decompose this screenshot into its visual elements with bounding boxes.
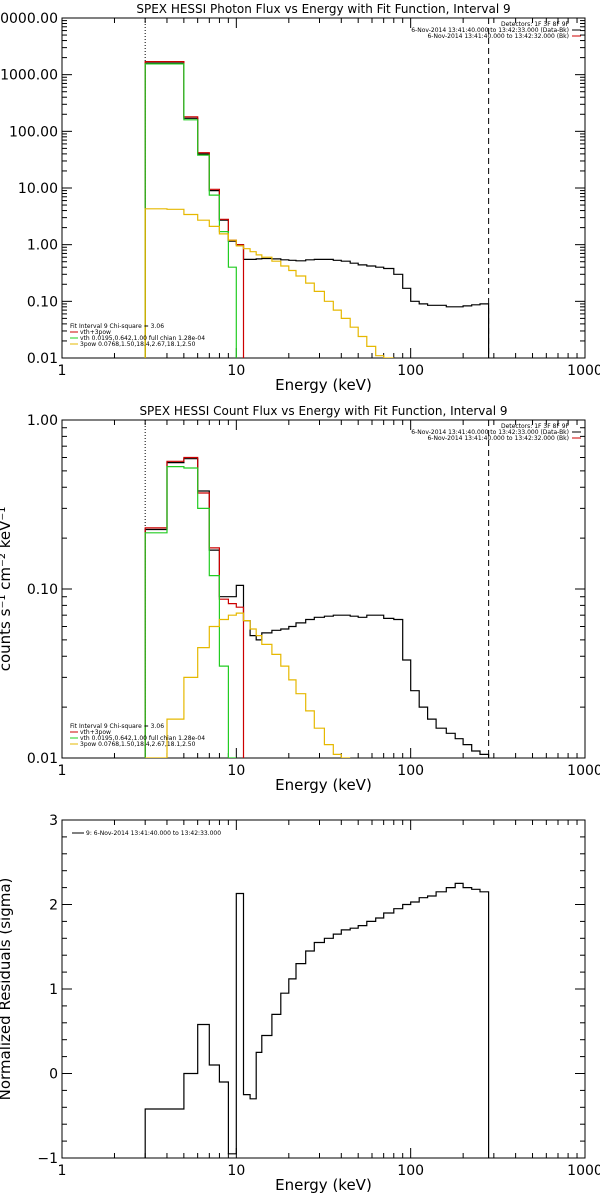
y-tick-label: 1000.00: [0, 68, 58, 84]
x-tick-label: 1: [58, 1163, 67, 1179]
series-line-3: [144, 466, 237, 758]
x-tick-label: 10: [227, 763, 245, 779]
legend-text: 6-Nov-2014 13:41:40.000 to 13:42:33.000 …: [411, 429, 569, 436]
y-tick-label: 100.00: [9, 124, 58, 140]
x-tick-label: 100: [397, 763, 424, 779]
legend-text: Detectors: 1F 3F 8F 9F: [501, 423, 570, 430]
x-tick-label: 1000: [567, 363, 600, 379]
legend-text: 6-Nov-2014 13:41:40.000 to 13:42:32.000 …: [427, 33, 569, 40]
legend-text: 3pow 0.0768,1.50,18.4,2.67,18.1,2.50: [80, 341, 196, 348]
legend-text: vth 0.0195,0.642,1.00 full chian 1.28e-0…: [80, 335, 205, 342]
y-axis-label: Normalized Residuals (sigma): [0, 878, 14, 1101]
y-tick-label: 3: [49, 813, 58, 829]
chart-title: SPEX HESSI Photon Flux vs Energy with Fi…: [136, 2, 510, 16]
legend-header: Fit Interval 9 Chi-square = 3.06: [70, 723, 164, 730]
legend-topright: Detectors: 1F 3F 8F 9F6-Nov-2014 13:41:4…: [411, 21, 581, 40]
y-axis-label: counts s⁻¹ cm⁻² keV⁻¹: [0, 507, 14, 672]
legend-text: vth 0.0195,0.642,1.00 full chian 1.28e-0…: [80, 735, 205, 742]
y-tick-label: 1: [49, 982, 58, 998]
legend-text: 6-Nov-2014 13:41:40.000 to 13:42:33.000 …: [411, 27, 569, 34]
legend-text: 6-Nov-2014 13:41:40.000 to 13:42:32.000 …: [427, 435, 569, 442]
y-tick-label: 0000.00: [0, 11, 58, 27]
chart-panel-1: SPEX HESSI Photon Flux vs Energy with Fi…: [0, 2, 600, 394]
y-tick-label: 1.00: [27, 413, 58, 429]
chart-panel-3: 1 10 100 1000 Energy (keV) −1 0 1 2 3 Normalized R…: [0, 813, 600, 1194]
y-tick-label: 10.00: [18, 181, 58, 197]
x-axis-label: Energy (keV): [275, 376, 372, 394]
legend-text: vth+3pow: [80, 329, 111, 336]
x-tick-label: 1: [58, 363, 67, 379]
x-tick-label: 100: [397, 363, 424, 379]
chart-title: SPEX HESSI Count Flux vs Energy with Fit…: [139, 404, 507, 418]
series-line-3: [144, 63, 237, 358]
y-tick-label: 0.01: [27, 751, 58, 767]
y-tick-label: 2: [49, 898, 58, 914]
y-tick-label: −1: [37, 1151, 58, 1167]
y-tick-label: 0.10: [27, 582, 58, 598]
x-tick-label: 1: [58, 763, 67, 779]
series-line-4: [144, 208, 394, 358]
x-axis-label: Energy (keV): [275, 776, 372, 794]
y-tick-label: 0.01: [27, 351, 58, 367]
x-tick-label: 1000: [567, 763, 600, 779]
legend-bottomleft: Fit Interval 9 Chi-square = 3.06vth+3pow…: [70, 323, 205, 348]
x-tick-label: 10: [227, 1163, 245, 1179]
chart-panel-2: SPEX HESSI Count Flux vs Energy with Fit…: [0, 404, 600, 794]
legend-header: Fit Interval 9 Chi-square = 3.06: [70, 323, 164, 330]
legend-text: 3pow 0.0768,1.50,18.4,2.67,18.1,2.50: [80, 741, 196, 748]
series-line-4: [145, 612, 351, 758]
legend-text: Detectors: 1F 3F 8F 9F: [501, 21, 570, 28]
y-tick-label: 0.10: [27, 294, 58, 310]
legend-topleft: 9: 6-Nov-2014 13:41:40.000 to 13:42:33.0…: [72, 830, 221, 837]
legend-text: vth+3pow: [80, 729, 111, 736]
x-axis-label: Energy (keV): [275, 1176, 372, 1194]
legend-topright: Detectors: 1F 3F 8F 9F6-Nov-2014 13:41:4…: [411, 423, 581, 442]
legend-bottomleft: Fit Interval 9 Chi-square = 3.06vth+3pow…: [70, 723, 205, 748]
x-tick-label: 10: [227, 363, 245, 379]
x-tick-label: 1000: [567, 1163, 600, 1179]
series-line-1: [144, 458, 490, 758]
series-line-1: [144, 882, 490, 1158]
x-tick-label: 100: [397, 1163, 424, 1179]
y-tick-label: 1.00: [27, 238, 58, 254]
y-tick-label: 0: [49, 1067, 58, 1083]
legend-text: 9: 6-Nov-2014 13:41:40.000 to 13:42:33.0…: [86, 830, 221, 837]
